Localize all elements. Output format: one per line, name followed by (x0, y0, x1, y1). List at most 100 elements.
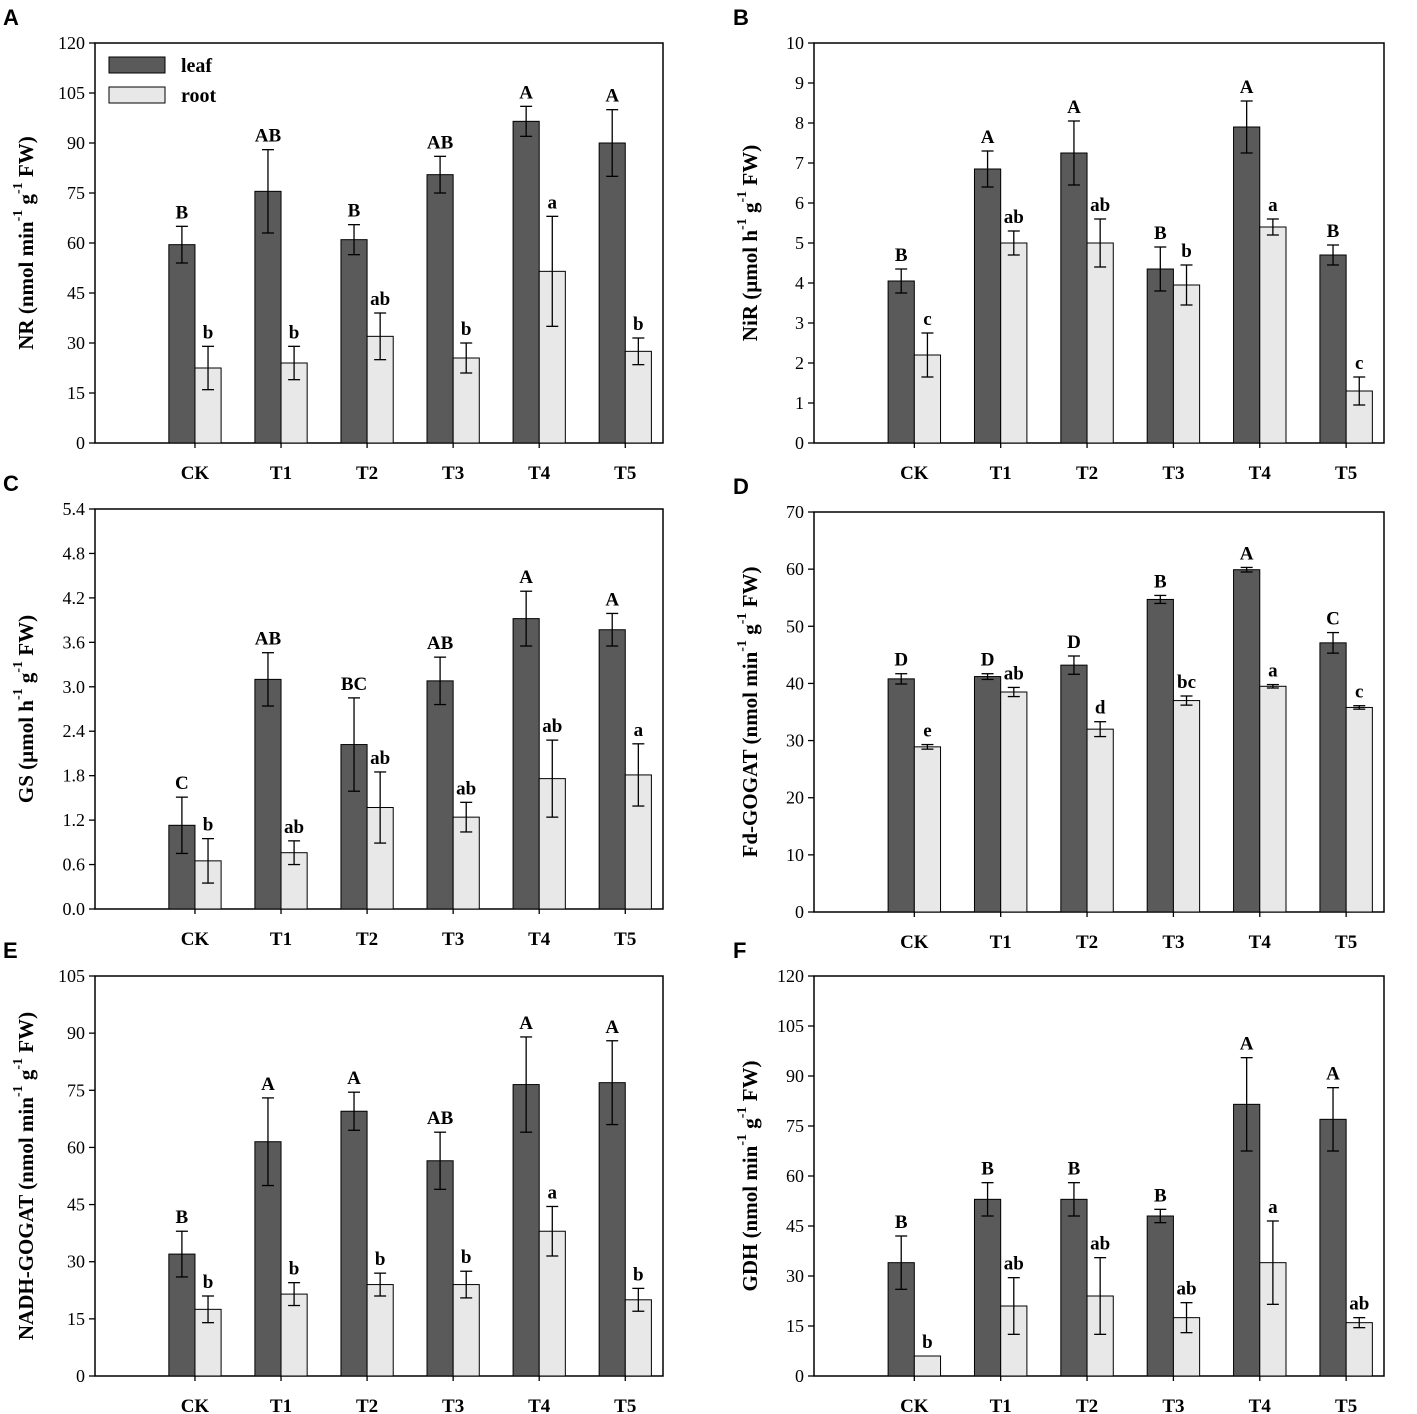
significance-letter: A (1240, 77, 1254, 98)
bar-leaf (598, 629, 626, 910)
bar-leaf (168, 244, 196, 444)
significance-letter: a (1268, 1197, 1278, 1218)
y-tick-label: 30 (786, 731, 804, 751)
bar-leaf (1146, 268, 1174, 444)
significance-letter: b (203, 1272, 214, 1293)
significance-letter: A (1240, 1034, 1254, 1055)
y-tick-label: 9 (795, 73, 804, 93)
y-tick-label: 0 (795, 433, 804, 453)
bar-leaf (1060, 1198, 1088, 1377)
y-tick-label: 45 (67, 1195, 85, 1215)
significance-letter: b (633, 314, 644, 335)
x-tick-label: T4 (528, 1396, 551, 1414)
significance-letter: B (981, 1159, 994, 1180)
y-tick-label: 4 (795, 273, 804, 293)
bar-root (913, 746, 942, 913)
y-axis-label: GS (µmol h-1 g-1 FW) (11, 615, 38, 803)
x-tick-label: T5 (1335, 463, 1357, 484)
x-tick-label: T1 (990, 1396, 1012, 1414)
significance-letter: a (548, 1182, 558, 1203)
axis-label-part: FW) (738, 1060, 762, 1106)
significance-letter: b (203, 322, 214, 343)
y-tick-label: 10 (786, 845, 804, 865)
bar-leaf (1233, 569, 1261, 913)
bar-leaf (887, 1262, 915, 1377)
bar-leaf (598, 1082, 626, 1377)
y-tick-label: 3.6 (63, 632, 86, 652)
y-tick-label: 1 (795, 393, 804, 413)
significance-letter: ab (1176, 1279, 1196, 1300)
significance-letter: a (1268, 195, 1278, 216)
significance-letter: B (176, 1207, 189, 1228)
axis-label-superscript: -1 (11, 661, 26, 673)
bar-root (1000, 691, 1028, 913)
bar-leaf (1319, 642, 1347, 913)
bar-root (1086, 728, 1114, 913)
bar-leaf (1319, 254, 1347, 444)
significance-letter: d (1095, 698, 1106, 719)
y-tick-label: 45 (67, 283, 85, 303)
significance-letter: D (1067, 632, 1081, 653)
x-tick-label: T3 (1162, 463, 1184, 484)
x-tick-label: CK (181, 929, 210, 950)
y-tick-label: 0 (76, 1366, 85, 1386)
y-tick-label: 10 (786, 33, 804, 53)
significance-letter: B (1068, 1159, 1081, 1180)
significance-letter: c (1355, 682, 1363, 703)
y-tick-label: 90 (67, 133, 85, 153)
x-tick-label: T2 (356, 929, 378, 950)
y-tick-label: 75 (67, 1080, 85, 1100)
y-axis-label: NR (nmol min-1 g-1 FW) (11, 136, 38, 350)
bar-leaf (887, 280, 915, 444)
significance-letter: b (461, 1247, 472, 1268)
y-tick-label: 30 (786, 1266, 804, 1286)
x-tick-label: T3 (1162, 932, 1184, 953)
y-tick-label: 105 (58, 83, 85, 103)
bar-root (280, 1293, 308, 1377)
bar-root (1172, 284, 1201, 444)
x-tick-label: T4 (1249, 1396, 1272, 1414)
y-tick-label: 4.8 (63, 543, 86, 563)
panel-letter: E (3, 938, 18, 963)
significance-letter: A (519, 567, 533, 588)
bar-root (1086, 242, 1114, 444)
axis-label-part: g (14, 1069, 38, 1085)
bar-leaf (512, 618, 540, 910)
y-tick-label: 105 (58, 966, 85, 986)
bar-leaf (340, 1110, 368, 1377)
x-tick-label: T5 (614, 1396, 636, 1414)
significance-letter: BC (341, 674, 367, 695)
significance-letter: e (923, 721, 931, 742)
y-tick-label: 0 (795, 1366, 804, 1386)
significance-letter: ab (1090, 1234, 1110, 1255)
significance-letter: A (519, 1013, 533, 1034)
bar-root (452, 1284, 480, 1377)
y-tick-label: 2.4 (63, 721, 86, 741)
x-tick-label: CK (181, 463, 210, 484)
significance-letter: b (1181, 241, 1192, 262)
x-tick-label: T2 (356, 463, 378, 484)
y-tick-label: 30 (67, 1252, 85, 1272)
axis-label-part: g (14, 193, 38, 209)
axis-label-superscript: -1 (735, 191, 750, 203)
y-tick-label: 40 (786, 673, 804, 693)
significance-letter: A (519, 82, 533, 103)
bar-root (1345, 706, 1373, 913)
significance-letter: AB (427, 132, 454, 153)
significance-letter: A (347, 1068, 361, 1089)
bar-leaf (512, 1084, 540, 1377)
y-tick-label: 70 (786, 502, 804, 522)
bar-leaf (1233, 126, 1261, 444)
chart-panel-c: C 0.0 0.6 1.2 1.8 2.4 3.0 3.6 4.2 4.8 5.4 GS (µmol … (3, 471, 664, 950)
significance-letter: A (605, 86, 619, 107)
axis-label-superscript: -1 (11, 210, 26, 222)
significance-letter: ab (370, 748, 390, 769)
x-tick-label: T3 (442, 929, 464, 950)
significance-letter: A (261, 1074, 275, 1095)
x-tick-label: T2 (1076, 932, 1098, 953)
axis-label-part: FW) (738, 145, 762, 191)
bar-root (1259, 226, 1287, 444)
axis-label-superscript: -1 (735, 613, 750, 625)
panel-letter: C (3, 471, 19, 496)
